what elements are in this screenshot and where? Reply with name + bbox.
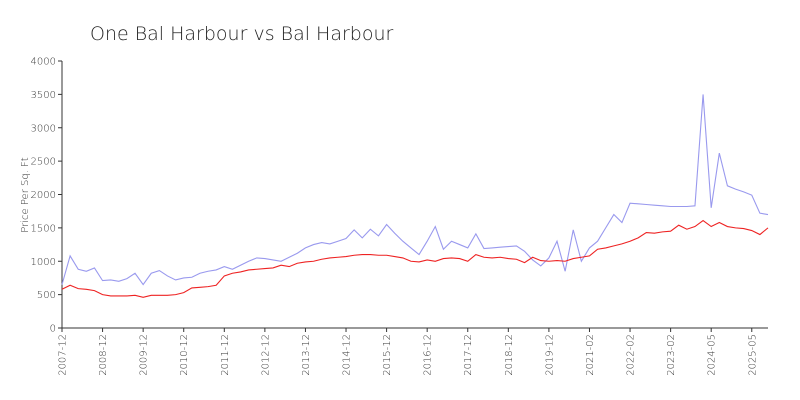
y-tick-label: 3500 xyxy=(31,90,56,101)
x-tick-label: 2014-12 xyxy=(342,334,353,376)
x-tick-label: 2017-12 xyxy=(463,334,474,376)
line-series xyxy=(61,219,769,298)
y-tick-label: 1000 xyxy=(31,257,56,268)
x-tick-label: 2024-05 xyxy=(707,334,718,376)
x-tick-label: 2012-12 xyxy=(260,334,271,376)
x-tick-label: 2009-12 xyxy=(139,334,150,376)
x-tick-label: 2021-02 xyxy=(585,334,596,376)
chart-title: One Bal Harbour vs Bal Harbour xyxy=(90,23,394,45)
x-tick-label: 2025-05 xyxy=(747,334,758,376)
x-tick-label: 2023-02 xyxy=(666,334,677,376)
y-tick-label: 1500 xyxy=(31,223,56,234)
y-tick-label: 500 xyxy=(37,290,56,301)
y-tick-label: 4000 xyxy=(31,57,56,68)
x-tick-label: 2018-12 xyxy=(504,334,515,376)
x-tick-label: 2013-12 xyxy=(301,334,312,376)
x-tick-label: 2008-12 xyxy=(98,334,109,376)
y-axis-label: Price Per Sq. Ft xyxy=(20,157,31,232)
x-tick-label: 2010-12 xyxy=(179,334,190,376)
x-tick-label: 2015-12 xyxy=(382,334,393,376)
line-series xyxy=(61,94,769,286)
x-tick-label: 2007-12 xyxy=(58,334,69,376)
x-tick-label: 2016-12 xyxy=(423,334,434,376)
x-tick-label: 2022-02 xyxy=(626,334,637,376)
x-tick-label: 2011-12 xyxy=(220,334,231,376)
y-tick-label: 0 xyxy=(50,324,56,335)
y-tick-label: 2500 xyxy=(31,157,56,168)
x-tick-label: 2019-12 xyxy=(544,334,555,376)
y-tick-label: 3000 xyxy=(31,123,56,134)
y-tick-label: 2000 xyxy=(31,190,56,201)
